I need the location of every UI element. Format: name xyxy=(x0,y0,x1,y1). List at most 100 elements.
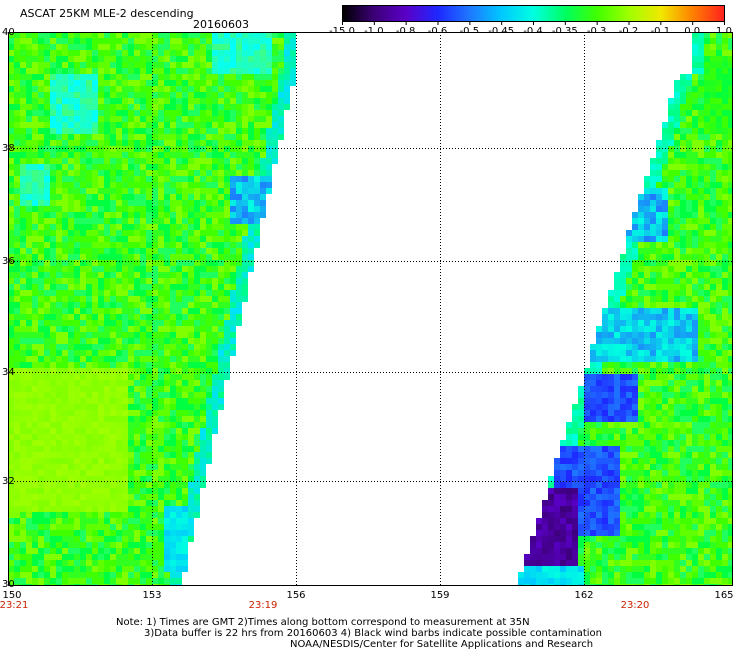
swath-cell xyxy=(704,176,710,182)
swath-cell xyxy=(182,374,188,380)
swath-cell xyxy=(662,134,668,140)
swath-cell xyxy=(704,284,710,290)
swath-cell xyxy=(158,332,164,338)
swath-cell xyxy=(644,248,650,254)
swath-cell xyxy=(710,398,716,404)
swath-cell xyxy=(26,380,32,386)
swath-cell xyxy=(26,68,32,74)
swath-cell xyxy=(554,518,560,524)
swath-cell xyxy=(98,506,104,512)
swath-cell xyxy=(110,512,116,518)
swath-cell xyxy=(62,116,68,122)
swath-cell xyxy=(194,428,200,434)
swath-cell xyxy=(722,200,728,206)
swath-cell xyxy=(674,236,680,242)
swath-cell xyxy=(254,224,260,230)
swath-cell xyxy=(32,440,38,446)
swath-cell xyxy=(92,410,98,416)
swath-cell xyxy=(698,488,704,494)
swath-cell xyxy=(716,356,722,362)
swath-cell xyxy=(32,182,38,188)
swath-cell xyxy=(686,128,692,134)
swath-cell xyxy=(176,278,182,284)
swath-cell xyxy=(14,266,20,272)
swath-cell xyxy=(128,386,134,392)
swath-cell xyxy=(626,326,632,332)
swath-cell xyxy=(596,458,602,464)
swath-cell xyxy=(134,200,140,206)
swath-cell xyxy=(80,524,86,530)
swath-cell xyxy=(710,344,716,350)
swath-cell xyxy=(626,380,632,386)
swath-cell xyxy=(626,452,632,458)
swath-cell xyxy=(152,200,158,206)
swath-cell xyxy=(146,92,152,98)
swath-cell xyxy=(548,506,554,512)
swath-cell xyxy=(116,440,122,446)
swath-cell xyxy=(668,380,674,386)
swath-cell xyxy=(128,470,134,476)
swath-cell xyxy=(14,434,20,440)
swath-cell xyxy=(188,326,194,332)
swath-cell xyxy=(86,302,92,308)
swath-cell xyxy=(668,344,674,350)
swath-cell xyxy=(164,152,170,158)
swath-cell xyxy=(212,92,218,98)
swath-cell xyxy=(266,170,272,176)
swath-cell xyxy=(8,134,14,140)
swath-cell xyxy=(134,356,140,362)
swath-cell xyxy=(80,188,86,194)
swath-cell xyxy=(578,524,584,530)
swath-cell xyxy=(698,62,704,68)
swath-cell xyxy=(98,494,104,500)
swath-cell xyxy=(104,410,110,416)
swath-cell xyxy=(254,44,260,50)
swath-cell xyxy=(38,68,44,74)
swath-cell xyxy=(680,488,686,494)
swath-cell xyxy=(176,308,182,314)
swath-cell xyxy=(128,344,134,350)
swath-cell xyxy=(104,470,110,476)
swath-cell xyxy=(212,38,218,44)
swath-cell xyxy=(26,140,32,146)
swath-cell xyxy=(104,188,110,194)
swath-cell xyxy=(176,218,182,224)
swath-cell xyxy=(68,242,74,248)
swath-cell xyxy=(254,188,260,194)
swath-cell xyxy=(200,230,206,236)
swath-cell xyxy=(128,182,134,188)
swath-cell xyxy=(116,356,122,362)
swath-cell xyxy=(104,350,110,356)
swath-cell xyxy=(704,218,710,224)
swath-cell xyxy=(680,452,686,458)
swath-cell xyxy=(218,254,224,260)
swath-cell xyxy=(74,116,80,122)
swath-cell xyxy=(716,44,722,50)
swath-cell xyxy=(722,176,728,182)
swath-cell xyxy=(32,284,38,290)
swath-cell xyxy=(206,290,212,296)
swath-cell xyxy=(116,212,122,218)
swath-cell xyxy=(662,176,668,182)
swath-cell xyxy=(224,182,230,188)
swath-cell xyxy=(644,200,650,206)
swath-cell xyxy=(710,488,716,494)
swath-cell xyxy=(680,164,686,170)
swath-cell xyxy=(656,512,662,518)
swath-cell xyxy=(146,266,152,272)
swath-cell xyxy=(602,482,608,488)
swath-cell xyxy=(176,524,182,530)
swath-cell xyxy=(38,62,44,68)
swath-cell xyxy=(188,230,194,236)
swath-cell xyxy=(50,284,56,290)
swath-cell xyxy=(170,62,176,68)
swath-cell xyxy=(158,128,164,134)
swath-cell xyxy=(632,470,638,476)
swath-cell xyxy=(194,56,200,62)
swath-cell xyxy=(188,134,194,140)
swath-cell xyxy=(212,284,218,290)
swath-cell xyxy=(236,290,242,296)
swath-cell xyxy=(608,302,614,308)
swath-cell xyxy=(716,116,722,122)
swath-cell xyxy=(38,404,44,410)
